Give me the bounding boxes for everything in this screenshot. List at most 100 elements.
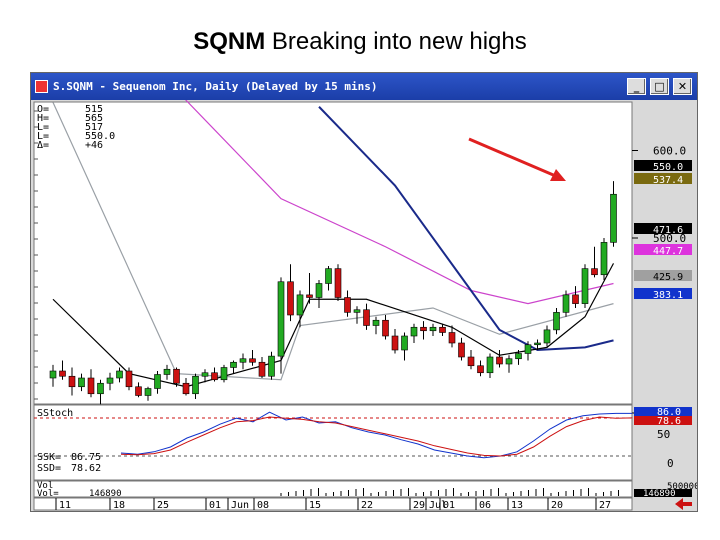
date-label: 20 (551, 500, 563, 511)
candle-body (467, 356, 475, 367)
slide-subtitle: Breaking into new highs (265, 28, 527, 55)
candle-body (192, 375, 199, 395)
price-tag (634, 244, 692, 255)
candle-body (325, 268, 332, 284)
chart-window: 600.0500.0300.0550.0537.4471.6447.7425.9… (30, 72, 698, 512)
stoch-d-label: SSD= (37, 463, 61, 474)
candle-body (420, 326, 427, 332)
candle-body (220, 367, 228, 381)
date-label: 25 (157, 500, 169, 511)
price-tag-label: 383.1 (653, 290, 683, 301)
annotation-arrow-head (550, 169, 566, 181)
date-label: 22 (361, 500, 373, 511)
ticker-symbol: SQNM (193, 28, 266, 55)
candle-body (581, 268, 589, 304)
window-title: S.SQNM - Sequenom Inc, Daily (Delayed by… (53, 80, 378, 93)
date-label: 01 (209, 500, 221, 511)
candle-body (249, 358, 256, 363)
candle-body (49, 370, 57, 379)
app-icon (35, 80, 48, 93)
candle-body (334, 268, 342, 298)
volume-label: Vol= (37, 489, 59, 499)
candle-body (410, 326, 418, 337)
date-axis (33, 497, 633, 511)
candle-body (486, 356, 494, 374)
price-tick-label: 500.0 (653, 232, 686, 245)
window-titlebar[interactable]: S.SQNM - Sequenom Inc, Daily (Delayed by… (31, 73, 697, 100)
candle-body (524, 344, 532, 354)
close-button[interactable]: ✕ (673, 78, 692, 95)
candle-body (562, 294, 570, 313)
stoch-k-value: 86.75 (71, 452, 101, 463)
candle-body (287, 281, 294, 316)
ohlc-value: 550.0 (85, 131, 115, 142)
candle-body (211, 372, 218, 381)
moving-average-line (52, 263, 615, 388)
ohlc-value: 515 (85, 104, 103, 115)
candle-body (477, 365, 484, 374)
ohlc-label: O= (37, 104, 49, 115)
ohlc-label: Δ= (37, 140, 49, 151)
date-label: 08 (257, 500, 269, 511)
candle-body (135, 386, 142, 396)
minimize-button[interactable]: _ (627, 78, 646, 95)
candle-body (68, 375, 76, 388)
ohlc-label: L= (37, 122, 49, 133)
price-tag (634, 223, 692, 234)
stoch-tick-label: 0 (667, 457, 674, 470)
candle-body (258, 361, 266, 377)
maximize-button[interactable]: □ (650, 78, 669, 95)
date-label: 01 (443, 500, 455, 511)
candle-body (173, 368, 180, 384)
price-panel (33, 101, 633, 405)
candle-body (458, 342, 465, 358)
slide-title: SQNM Breaking into new highs (0, 28, 720, 56)
candle-body (382, 319, 389, 337)
ohlc-value: 517 (85, 122, 103, 133)
candle-body (496, 356, 503, 365)
candle-body (296, 294, 304, 316)
volume-tag (634, 489, 692, 497)
stoch-d-value: 78.62 (71, 463, 101, 474)
stoch-tag-label: 78.6 (657, 416, 681, 427)
candle-body (306, 294, 313, 298)
candle-body (610, 193, 617, 243)
candle-body (125, 370, 133, 388)
ohlc-label: L= (37, 131, 49, 142)
candle-body (182, 382, 190, 395)
candle-body (154, 374, 161, 389)
candle-body (106, 377, 114, 384)
candle-body (401, 335, 408, 351)
candle-body (78, 377, 85, 388)
ohlc-value: 565 (85, 113, 103, 124)
date-label: Jun (231, 500, 249, 511)
stoch-tag (634, 407, 692, 416)
volume-value: 146890 (89, 489, 122, 499)
date-label: 27 (599, 500, 611, 511)
candle-body (543, 329, 551, 344)
date-label: 15 (309, 500, 321, 511)
candle-body (87, 377, 95, 395)
price-tag (634, 288, 692, 299)
date-label: 06 (479, 500, 491, 511)
stoch-k-label: SSK= (37, 452, 61, 463)
candle-body (372, 319, 380, 326)
candle-body (230, 361, 237, 368)
price-tag-label: 537.4 (653, 175, 683, 186)
candle-body (505, 358, 513, 365)
annotation-arrow (468, 137, 559, 179)
price-tag (634, 160, 692, 171)
candle-body (353, 309, 361, 313)
candle-body (163, 368, 171, 375)
price-tag (634, 173, 692, 184)
date-label: 18 (113, 500, 125, 511)
candle-body (591, 268, 598, 276)
candle-body (268, 355, 275, 377)
candle-body (144, 388, 152, 396)
price-tick-label: 600.0 (653, 145, 686, 158)
candle-body (391, 335, 399, 351)
date-label: 29 (413, 500, 425, 511)
moving-average-line (318, 106, 614, 352)
stoch-title: SStoch (37, 408, 73, 419)
volume-tick-label: 500000 (667, 482, 697, 492)
